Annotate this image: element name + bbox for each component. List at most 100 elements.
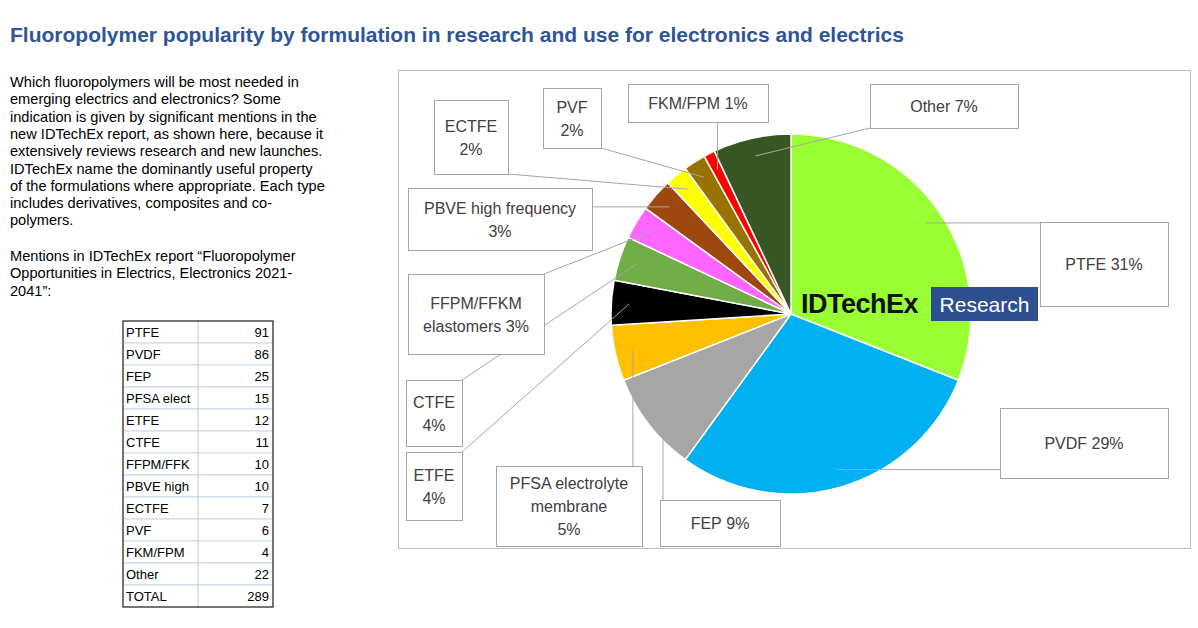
table-value: 91 — [255, 325, 269, 340]
table-value: 6 — [262, 523, 269, 538]
description-line: IDTechEx name the dominantly useful prop… — [10, 161, 313, 177]
callouts: PTFE 31% PVDF 29% FEP9% PFSA electrolyte membr… — [407, 85, 1169, 547]
table-label: PFSA elect — [126, 391, 191, 406]
data-label: 1% — [725, 95, 748, 112]
table-value: 12 — [255, 413, 269, 428]
description-line: emerging electrics and electronics? Some — [10, 91, 281, 107]
callout-label-line: PBVE high frequency — [424, 200, 576, 217]
table-cell — [123, 343, 198, 365]
callout-label-line: PFSA electrolyte — [510, 475, 628, 492]
table-label: PVDF — [126, 347, 161, 362]
table-value: 10 — [255, 479, 269, 494]
data-label: 29% — [1092, 435, 1124, 452]
callout-box — [497, 467, 643, 547]
callout-label: PVDF — [1044, 435, 1087, 452]
callout-box — [629, 85, 769, 123]
callout-box — [544, 89, 602, 149]
table-value: 4 — [262, 545, 269, 560]
chart-frame — [399, 71, 1191, 549]
table-cell — [123, 585, 198, 607]
callout-box — [435, 101, 509, 175]
table-cell — [198, 475, 273, 497]
data-label: 7% — [955, 98, 978, 115]
table-caption-line: Mentions in IDTechEx report “Fluoropolym… — [10, 248, 296, 264]
table-cell — [123, 453, 198, 475]
table-cell — [123, 541, 198, 563]
pie — [611, 134, 971, 494]
table-label: PTFE — [126, 325, 160, 340]
leader-line — [717, 122, 718, 170]
callout-box — [1001, 409, 1169, 479]
callout-label-line: FKM/FPM — [648, 95, 720, 112]
watermark-box — [931, 287, 1038, 321]
leader-line — [601, 148, 704, 177]
table-label: PVF — [126, 523, 151, 538]
callout-label: FEP — [691, 515, 722, 532]
table-cell — [123, 475, 198, 497]
data-label: 4% — [422, 490, 445, 507]
canvas: Fluoropolymer popularity by formulation … — [0, 0, 1198, 628]
leader-line — [662, 413, 663, 500]
callout-label: ETFE — [414, 467, 455, 484]
table-cell — [198, 321, 273, 343]
table-value: 10 — [255, 457, 269, 472]
table-value: 7 — [262, 501, 269, 516]
table-cell — [198, 585, 273, 607]
leader-line — [508, 174, 688, 189]
callout-box — [407, 453, 463, 521]
table-label: FFPM/FFK — [126, 457, 190, 472]
description-line: extensively reviews research and new lau… — [10, 143, 322, 159]
table-cell — [198, 541, 273, 563]
table-cell — [123, 321, 198, 343]
callout-label: PBVE high frequency — [424, 200, 576, 217]
table-label: FKM/FPM — [126, 545, 185, 560]
table-cell — [198, 453, 273, 475]
data-label: 9% — [726, 515, 749, 532]
data-label: 2% — [459, 141, 482, 158]
table-label: FEP — [126, 369, 151, 384]
data-label: 3% — [488, 223, 511, 240]
callout-label-line: ETFE — [414, 467, 455, 484]
callout-box — [409, 275, 545, 355]
table-cell — [123, 497, 198, 519]
table-cell — [123, 519, 198, 541]
callout-label: ECTFE — [445, 118, 497, 135]
table: PTFE91PVDF86FEP25PFSA elect15ETFE12CTFE1… — [123, 321, 273, 607]
description-line: Which fluoropolymers will be most needed… — [10, 74, 299, 90]
description-line: indication is given by significant menti… — [10, 109, 317, 125]
callout-label-line: PTFE — [1065, 256, 1106, 273]
data-label: 4% — [422, 417, 445, 434]
callout-label: PVF — [556, 99, 587, 116]
table-value: 15 — [255, 391, 269, 406]
callout-label-line: ECTFE — [445, 118, 497, 135]
data-label: 31% — [1111, 256, 1143, 273]
callout-label-line: PVF — [556, 99, 587, 116]
table-label: CTFE — [126, 435, 160, 450]
table-label: TOTAL — [126, 589, 167, 604]
data-label: 5% — [557, 521, 580, 538]
leader-line — [756, 128, 870, 156]
table-cell — [198, 563, 273, 585]
table-caption-line: Opportunities in Electrics, Electronics … — [10, 265, 292, 281]
leader-line — [632, 349, 633, 466]
table-label: Other — [126, 567, 159, 582]
callout-label: PFSA electrolyte membrane — [510, 475, 628, 515]
table-cell — [198, 365, 273, 387]
callout-label: FKM/FPM — [648, 95, 720, 112]
table-cell — [123, 563, 198, 585]
table-label: PBVE high — [126, 479, 189, 494]
table-value: 22 — [255, 567, 269, 582]
table-value: 11 — [256, 435, 270, 450]
table-label: ETFE — [126, 413, 160, 428]
table-cell — [198, 409, 273, 431]
table-cell — [123, 431, 198, 453]
description-line: includes derivatives, composites and co- — [10, 195, 272, 211]
callout-label: CTFE — [413, 394, 455, 411]
description-line: of the formulations where appropriate. E… — [10, 178, 325, 194]
callout-box — [661, 501, 781, 547]
table-cell — [198, 387, 273, 409]
callout-label-line: membrane — [531, 498, 608, 515]
leader-line — [925, 222, 1040, 223]
callout-label-line: Other — [910, 98, 951, 115]
callout-label-line: PVDF — [1044, 435, 1087, 452]
